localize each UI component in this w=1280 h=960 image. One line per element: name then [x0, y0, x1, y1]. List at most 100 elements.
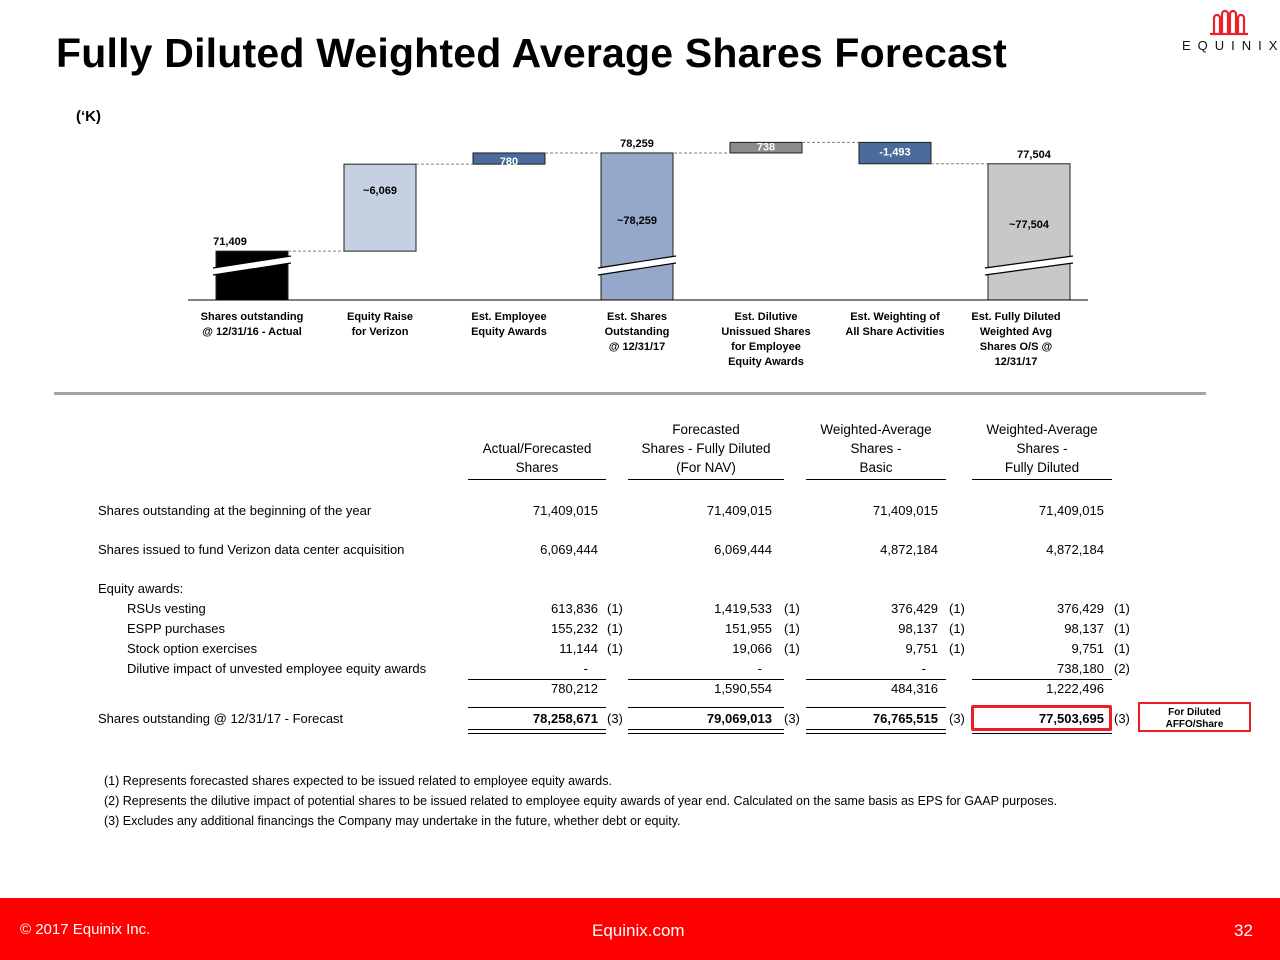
note: (3) — [1114, 711, 1130, 726]
axis-break-line — [212, 262, 292, 276]
note: (1) — [607, 621, 623, 636]
category-label: for Verizon — [352, 326, 409, 338]
category-label: Weighted Avg — [980, 326, 1052, 338]
bar-top-label: 71,409 — [213, 236, 247, 248]
footnote-2: (2) Represents the dilutive impact of po… — [104, 794, 1058, 808]
page-number: 32 — [1234, 921, 1253, 940]
cell: 376,429 — [1057, 601, 1104, 616]
cell: 76,765,515 — [872, 711, 938, 726]
axis-break-line — [984, 255, 1074, 269]
axis-break-line — [984, 262, 1074, 276]
highlight-box — [971, 705, 1112, 731]
subtotal-rule — [468, 679, 606, 680]
bar-value-label: 780 — [500, 156, 518, 168]
total-top-rule — [806, 707, 946, 708]
cell: 9,751 — [905, 641, 938, 656]
bar-top-label: 77,504 — [1017, 149, 1052, 161]
cell: 376,429 — [891, 601, 938, 616]
subtotal-rule — [628, 679, 784, 680]
waterfall-bar — [600, 152, 674, 301]
note: (3) — [949, 711, 965, 726]
axis-break-line — [597, 262, 677, 276]
section-divider — [54, 392, 1206, 395]
row-label-espp: ESPP purchases — [127, 621, 226, 636]
bar-value-label: ~77,504 — [1009, 219, 1050, 231]
waterfall-chart: 71,409 Shares outstanding @ 12/31/16 - Act… — [188, 138, 1088, 368]
axis-break-gap — [598, 256, 676, 275]
page-title: Fully Diluted Weighted Average Shares Fo… — [56, 30, 1007, 76]
col4-header-underline — [972, 479, 1112, 480]
category-label: Equity Raise — [347, 311, 413, 323]
cell: 11,144 — [559, 641, 598, 656]
subtotal-rule — [972, 679, 1112, 680]
axis-break-gap — [213, 256, 291, 275]
cell: 151,955 — [725, 621, 772, 636]
note: (1) — [1114, 621, 1130, 636]
category-label: Equity Awards — [471, 326, 547, 338]
col2-header: Forecasted Shares - Fully Diluted (For N… — [641, 422, 771, 475]
note: (1) — [607, 601, 623, 616]
footer-bar: © 2017 Equinix Inc. Equinix.com 32 — [0, 898, 1280, 960]
cell: 484,316 — [891, 681, 938, 696]
cell: 71,409,015 — [1038, 503, 1104, 518]
total-top-rule — [468, 707, 606, 708]
row-label-options: Stock option exercises — [127, 641, 258, 656]
cell: 4,872,184 — [880, 542, 938, 557]
cell: 6,069,444 — [714, 542, 772, 557]
note: (3) — [607, 711, 623, 726]
col4-header: Weighted-Average Shares - Fully Diluted — [986, 422, 1098, 475]
cell: 98,137 — [898, 621, 938, 636]
bar-value-label: 738 — [757, 141, 775, 153]
cell: 71,409,015 — [872, 503, 938, 518]
category-label: Est. Employee — [471, 311, 546, 323]
cell: 4,872,184 — [1046, 542, 1104, 557]
note: (1) — [607, 641, 623, 656]
brand-wordmark: EQUINIX — [1182, 38, 1280, 53]
row-label-verizon: Shares issued to fund Verizon data cente… — [98, 542, 405, 557]
note: (1) — [784, 641, 800, 656]
note: (1) — [949, 601, 965, 616]
axis-break-line — [597, 255, 677, 269]
cell: 78,258,671 — [532, 711, 598, 726]
category-label: @ 12/31/17 — [609, 341, 666, 353]
cell: 1,419,533 — [714, 601, 772, 616]
category-label: Unissued Shares — [721, 326, 810, 338]
cell: 738,180 — [1057, 661, 1104, 676]
cell: 9,751 — [1071, 641, 1104, 656]
equinix-logo-icon — [1210, 9, 1248, 36]
note: (1) — [784, 601, 800, 616]
subtotal-rule — [806, 679, 946, 680]
total-double-rule — [806, 729, 946, 734]
axis-break-line — [212, 255, 292, 269]
col3-header-underline — [806, 479, 946, 480]
copyright: © 2017 Equinix Inc. — [20, 921, 151, 938]
row-label-dilutive: Dilutive impact of unvested employee equ… — [127, 661, 427, 676]
col2-header-underline — [628, 479, 784, 480]
cell: 71,409,015 — [532, 503, 598, 518]
footnote-1: (1) Represents forecasted shares expecte… — [104, 774, 612, 788]
cell: 1,590,554 — [714, 681, 772, 696]
cell: 98,137 — [1064, 621, 1104, 636]
cell: - — [583, 661, 588, 676]
site-link[interactable]: Equinix.com — [592, 921, 685, 940]
note: (1) — [784, 621, 800, 636]
bar-value-label: -1,493 — [879, 146, 910, 158]
total-top-rule — [628, 707, 784, 708]
col1-header: Actual/Forecasted Shares — [482, 441, 592, 475]
bar-top-label: 78,259 — [620, 138, 654, 150]
diluted-affo-callout: For Diluted AFFO/Share — [1138, 702, 1251, 732]
cell: - — [757, 661, 762, 676]
col3-header: Weighted-Average Shares - Basic — [820, 422, 932, 475]
cell: 613,836 — [551, 601, 598, 616]
cell: 1,222,496 — [1046, 681, 1104, 696]
cell: 780,212 — [551, 681, 598, 696]
cell: 77,503,695 — [1038, 711, 1104, 726]
axis-break-gap — [985, 256, 1073, 275]
cell: 155,232 — [551, 621, 598, 636]
note: (3) — [784, 711, 800, 726]
cell: 19,066 — [732, 641, 772, 656]
note: (1) — [1114, 641, 1130, 656]
category-label: Outstanding — [605, 326, 670, 338]
category-label: Est. Shares — [607, 311, 667, 323]
category-label: All Share Activities — [845, 326, 944, 338]
